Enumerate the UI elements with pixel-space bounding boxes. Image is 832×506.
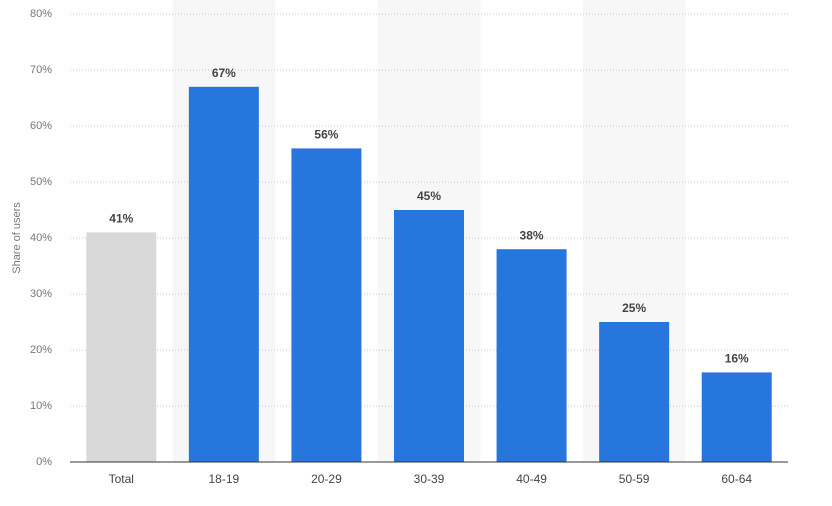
value-label: 16% xyxy=(725,352,749,366)
x-tick-label: Total xyxy=(109,472,134,486)
y-tick-label: 30% xyxy=(30,288,52,300)
bar xyxy=(291,148,362,462)
bar xyxy=(599,322,670,462)
y-tick-label: 80% xyxy=(30,8,52,20)
x-tick-label: 50-59 xyxy=(619,472,650,486)
y-tick-label: 50% xyxy=(30,176,52,188)
value-label: 67% xyxy=(212,66,236,80)
value-label: 25% xyxy=(622,301,646,315)
y-tick-label: 40% xyxy=(30,232,52,244)
bar xyxy=(701,372,772,462)
value-label: 45% xyxy=(417,189,441,203)
bar xyxy=(496,249,567,462)
value-label: 56% xyxy=(314,128,338,142)
bar xyxy=(394,210,464,462)
x-tick-label: 30-39 xyxy=(414,472,445,486)
x-tick-label: 40-49 xyxy=(516,472,547,486)
value-label: 41% xyxy=(109,212,133,226)
value-label: 38% xyxy=(520,228,544,242)
y-tick-label: 70% xyxy=(30,64,52,76)
x-tick-label: 18-19 xyxy=(209,472,240,486)
y-tick-label: 10% xyxy=(30,400,52,412)
x-tick-label: 20-29 xyxy=(311,472,342,486)
y-tick-label: 0% xyxy=(36,456,52,468)
y-tick-label: 20% xyxy=(30,344,52,356)
bar xyxy=(86,232,157,462)
y-axis-label: Share of users xyxy=(11,202,23,274)
x-tick-label: 60-64 xyxy=(721,472,752,486)
y-tick-label: 60% xyxy=(30,120,52,132)
bar xyxy=(188,86,259,463)
